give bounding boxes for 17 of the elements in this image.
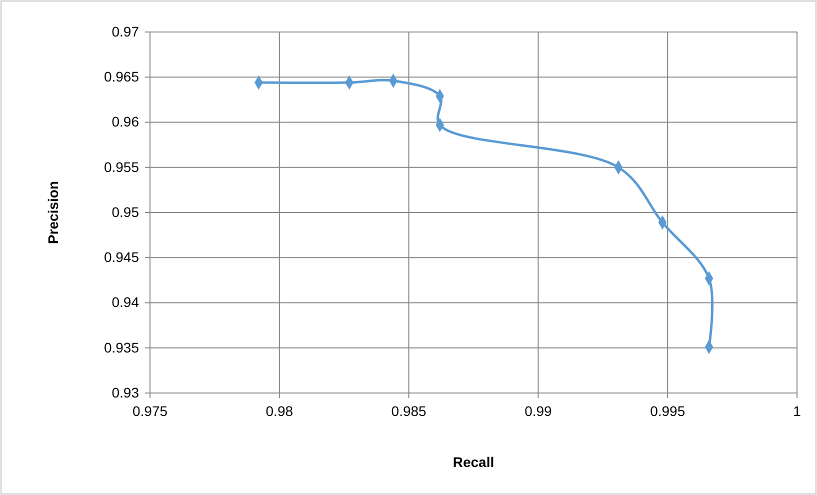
x-tick-label: 0.975 — [132, 402, 168, 419]
y-tick-label: 0.95 — [112, 204, 140, 220]
y-axis-title: Precision — [45, 180, 61, 244]
y-tick-label: 0.94 — [112, 294, 140, 310]
y-tick-label: 0.965 — [104, 68, 140, 85]
x-tick-label: 1 — [793, 402, 802, 419]
y-tick-label: 0.96 — [112, 114, 140, 130]
y-tick-label: 0.93 — [112, 384, 140, 400]
y-tick-label: 0.945 — [104, 249, 140, 266]
x-axis-title: Recall — [452, 454, 494, 470]
x-tick-label: 0.98 — [266, 402, 294, 419]
x-tick-label: 0.99 — [524, 402, 552, 419]
y-tick-label: 0.97 — [112, 23, 140, 40]
y-tick-label: 0.955 — [104, 158, 140, 175]
x-tick-label: 0.985 — [391, 402, 427, 419]
x-tick-label: 0.995 — [650, 402, 686, 419]
y-tick-label: 0.935 — [104, 339, 140, 356]
